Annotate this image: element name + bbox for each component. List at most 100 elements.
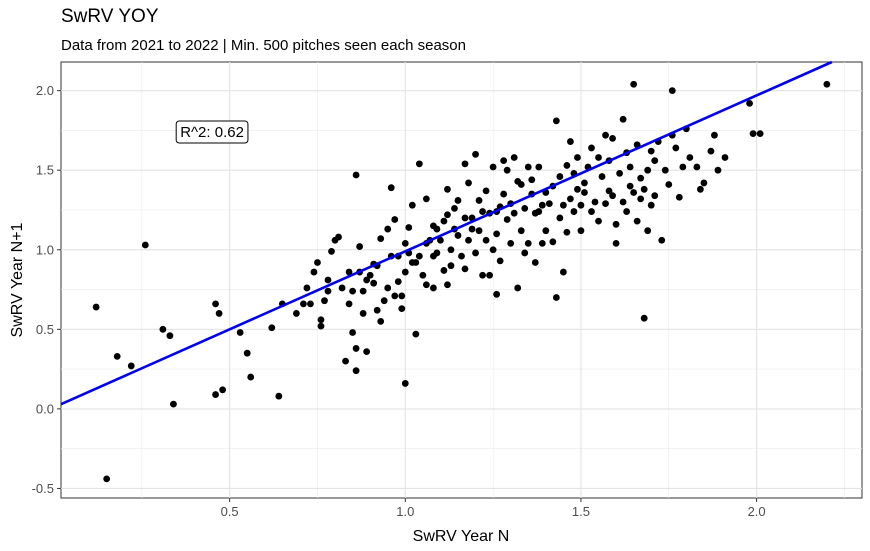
- data-point: [500, 190, 508, 198]
- data-point: [756, 130, 764, 138]
- y-axis-title: SwRV Year N+1: [9, 222, 26, 337]
- data-point: [387, 184, 395, 192]
- data-point: [577, 227, 585, 235]
- data-point: [366, 271, 374, 279]
- data-point: [647, 201, 655, 209]
- data-point: [317, 316, 325, 324]
- data-point: [465, 179, 472, 187]
- data-point: [612, 240, 620, 247]
- data-point: [475, 197, 483, 204]
- annotation-label: R^2: 0.62: [180, 124, 244, 141]
- data-point: [314, 259, 321, 266]
- data-point: [721, 154, 729, 161]
- data-point: [391, 216, 399, 223]
- data-point: [92, 303, 100, 311]
- data-point: [292, 310, 300, 317]
- data-point: [461, 265, 469, 273]
- data-point: [637, 174, 645, 182]
- data-point: [275, 392, 283, 400]
- data-point: [328, 247, 335, 255]
- data-point: [349, 329, 356, 336]
- data-point: [398, 292, 406, 300]
- data-point: [714, 166, 722, 174]
- data-point: [588, 208, 595, 215]
- x-tick-label: 0.5: [221, 504, 239, 519]
- data-point: [243, 349, 251, 357]
- data-point: [475, 227, 483, 235]
- annotation-box: [175, 120, 249, 144]
- r-squared-annotation: R^2: 0.62: [175, 120, 249, 144]
- data-point: [166, 332, 174, 340]
- data-point: [700, 179, 708, 187]
- data-point: [377, 317, 385, 325]
- data-point: [113, 352, 121, 360]
- data-point: [307, 300, 314, 308]
- data-point: [535, 163, 543, 171]
- data-point: [637, 195, 645, 203]
- data-point: [103, 475, 111, 483]
- data-point: [317, 322, 325, 330]
- data-point: [595, 154, 602, 161]
- data-point: [401, 240, 409, 247]
- data-point: [447, 246, 455, 254]
- data-point: [651, 157, 659, 165]
- data-point: [419, 271, 427, 279]
- data-point: [359, 310, 367, 317]
- data-point: [349, 287, 356, 295]
- data-point: [510, 209, 518, 217]
- data-point: [405, 224, 413, 231]
- data-point: [440, 217, 448, 225]
- data-point: [574, 154, 581, 161]
- data-point: [602, 200, 609, 208]
- data-point: [345, 300, 353, 308]
- data-point: [574, 185, 581, 193]
- data-point: [711, 131, 718, 139]
- data-point: [212, 300, 219, 308]
- data-point: [496, 257, 504, 265]
- data-point: [461, 160, 469, 168]
- data-point: [300, 300, 307, 308]
- data-point: [422, 281, 430, 289]
- data-point: [373, 306, 381, 314]
- data-point: [517, 181, 525, 188]
- data-point: [640, 185, 648, 193]
- data-point: [707, 147, 715, 155]
- data-point: [602, 131, 609, 139]
- data-point: [619, 115, 627, 123]
- data-point: [345, 268, 353, 276]
- fit-line-group: [60, 60, 833, 406]
- data-point: [514, 284, 522, 292]
- data-point: [545, 200, 553, 208]
- data-point: [619, 198, 627, 206]
- data-point: [559, 201, 567, 209]
- data-point: [401, 268, 409, 276]
- data-point: [640, 314, 648, 322]
- data-point: [415, 252, 423, 260]
- data-point: [398, 305, 406, 313]
- data-point: [324, 276, 332, 284]
- data-point: [437, 236, 444, 244]
- y-axis-ticks: -0.5 0.0 0.5 1.0 1.5 2.0: [32, 83, 61, 496]
- x-tick-label: 1.5: [572, 504, 590, 519]
- data-point: [749, 130, 757, 138]
- data-point: [517, 227, 525, 235]
- data-point: [433, 249, 441, 257]
- data-point: [503, 216, 511, 223]
- data-point: [359, 287, 367, 295]
- data-point: [591, 198, 599, 206]
- data-point: [609, 192, 616, 200]
- data-point: [170, 400, 177, 408]
- data-point: [482, 236, 490, 244]
- data-point: [433, 225, 441, 233]
- data-point: [247, 373, 255, 381]
- data-point: [352, 345, 360, 352]
- data-point: [581, 189, 588, 196]
- data-point: [549, 238, 557, 246]
- data-point: [563, 228, 571, 236]
- data-point: [408, 201, 416, 209]
- data-point: [363, 276, 371, 284]
- data-point: [626, 163, 634, 171]
- data-point: [444, 281, 451, 289]
- data-point: [556, 173, 564, 180]
- data-point: [616, 169, 623, 177]
